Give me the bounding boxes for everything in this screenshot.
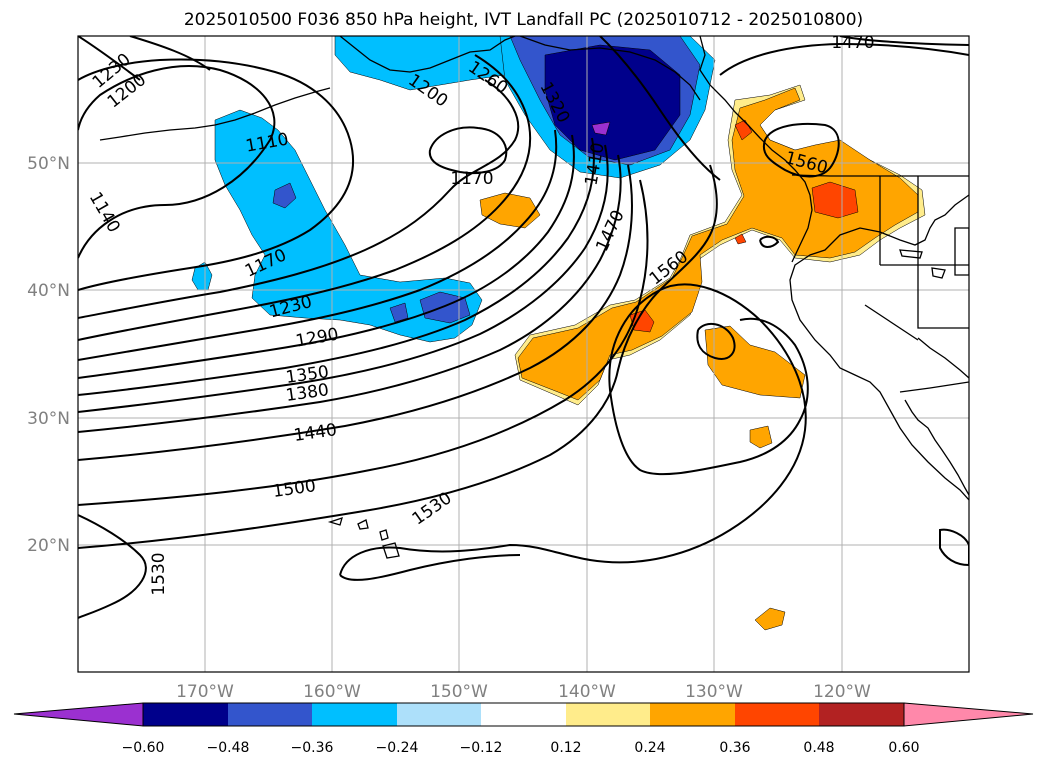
colorbar-tick-label: 0.36 — [719, 740, 750, 756]
colorbar-extend-high — [903, 702, 1034, 727]
colorbar-tick-label: 0.12 — [550, 740, 581, 756]
colorbar-frame — [142, 702, 905, 727]
border-state-5 — [864, 304, 919, 341]
colorbar-tick-label: −0.36 — [291, 740, 334, 756]
coast-alaska-gulf — [519, 36, 701, 101]
lon-tick-label: 170°W — [176, 682, 234, 702]
contour-label: 1470 — [831, 33, 874, 53]
colorbar-segment — [397, 703, 481, 726]
coast-hawaii-2 — [357, 519, 369, 530]
lat-tick-label: 30°N — [27, 409, 70, 429]
colorbar-tick-label: 0.48 — [803, 740, 834, 756]
coast-hawaii-3 — [379, 529, 389, 541]
shade-neg-plume-mid3 — [389, 302, 409, 323]
shade-neg-gulf-dark — [544, 44, 681, 161]
shade-neg-gulf-core — [591, 121, 611, 136]
shade-pos-offshore — [704, 325, 806, 399]
colorbar-segment — [312, 703, 397, 726]
longitude-ticks: 170°W 160°W 150°W 140°W 130°W 120°W — [176, 682, 871, 702]
colorbar-segment — [735, 703, 819, 726]
shade-pos-small2 — [754, 607, 786, 631]
lake-1 — [899, 249, 923, 259]
shade-pos-red1 — [811, 181, 859, 219]
colorbar-tick-label: −0.60 — [122, 740, 165, 756]
lon-tick-label: 160°W — [303, 682, 361, 702]
colorbar-segment — [143, 703, 228, 726]
border-mexico — [899, 381, 969, 393]
lat-tick-label: 40°N — [27, 281, 70, 301]
colorbar-tick-label: −0.12 — [460, 740, 503, 756]
colorbar-segment — [819, 703, 904, 726]
shade-pos-small1 — [749, 425, 773, 449]
coast-hawaii-1 — [327, 516, 343, 526]
contour-label: 1170 — [450, 169, 493, 189]
colorbar-segment — [228, 703, 312, 726]
shade-neg-plume-mid1 — [272, 182, 297, 209]
colorbar-tick-label: 0.60 — [888, 740, 919, 756]
border-state-3 — [917, 176, 969, 329]
map-frame — [77, 35, 970, 673]
height-contours — [78, 36, 969, 619]
colorbar-segment — [566, 703, 650, 726]
lon-tick-label: 130°W — [685, 682, 743, 702]
lon-tick-label: 120°W — [813, 682, 871, 702]
lat-tick-label: 20°N — [27, 536, 70, 556]
lon-tick-label: 140°W — [558, 682, 616, 702]
lon-tick-label: 150°W — [430, 682, 488, 702]
latitude-ticks: 50°N 40°N 30°N 20°N — [27, 154, 70, 556]
map-area: 1230 1200 1200 1260 1320 1470 1110 1140 … — [78, 33, 969, 672]
colorbar-tick-label: −0.24 — [376, 740, 419, 756]
positive-shading — [479, 84, 926, 631]
colorbar-segment — [650, 703, 735, 726]
colorbar-extend-low — [13, 702, 144, 727]
colorbar-tick-label: 0.24 — [634, 740, 665, 756]
lat-tick-label: 50°N — [27, 154, 70, 174]
coast-hawaii-4 — [382, 542, 400, 559]
coast-north-america — [789, 194, 969, 501]
coast-gulf-california — [917, 337, 969, 379]
shade-pos-coast-orange — [517, 87, 919, 401]
contour-label: 1530 — [149, 552, 169, 595]
coast-aleutians — [99, 87, 331, 141]
negative-shading — [191, 36, 716, 343]
colorbar-segment — [481, 703, 566, 726]
coastlines — [99, 36, 969, 559]
lake-2 — [931, 267, 946, 279]
figure-title: 2025010500 F036 850 hPa height, IVT Land… — [183, 10, 864, 30]
colorbar: −0.60 −0.48 −0.36 −0.24 −0.12 0.12 0.24 … — [13, 702, 1034, 756]
shade-neg-plume — [214, 109, 483, 343]
colorbar-ticks: −0.60 −0.48 −0.36 −0.24 −0.12 0.12 0.24 … — [122, 740, 920, 756]
border-state-4 — [954, 227, 969, 276]
coast-alaska-south — [339, 36, 516, 73]
coast-bc-panhandle — [699, 36, 813, 263]
shade-pos-red4 — [734, 233, 747, 245]
colorbar-tick-label: −0.48 — [207, 740, 250, 756]
coast-baja — [904, 399, 969, 496]
